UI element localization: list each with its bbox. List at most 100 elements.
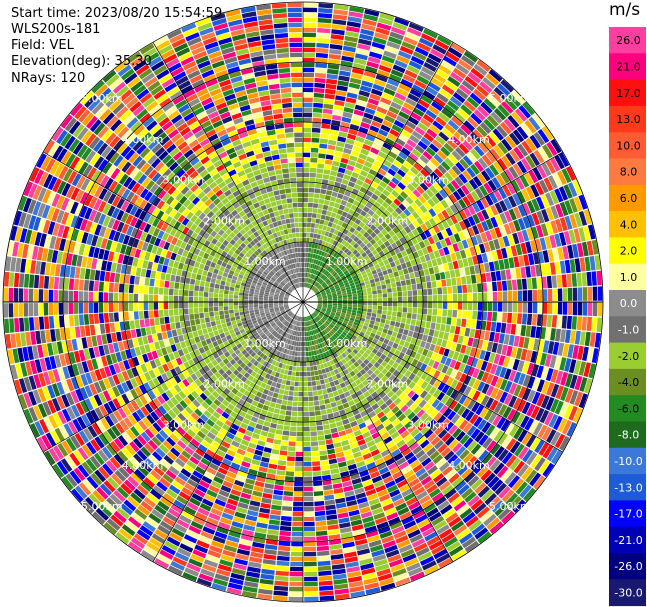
ray-12-gates — [311, 100, 460, 291]
ray-39-gates — [507, 408, 517, 421]
ray-93-gates — [101, 260, 108, 271]
ray-12-gates — [429, 124, 441, 135]
ray-1-gates — [314, 47, 329, 79]
ray-54-gates — [339, 435, 354, 461]
colorbar-swatch-2 — [609, 79, 646, 107]
colorbar-tick-label: -10.0 — [614, 455, 642, 468]
ray-28-gates — [362, 272, 587, 299]
ray-107-gates — [234, 213, 289, 283]
ray-89-gates — [163, 302, 169, 310]
ray-106-gates — [206, 190, 215, 198]
ray-83-gates — [66, 378, 75, 392]
ray-4-gates — [341, 28, 375, 124]
ray-31-gates — [576, 316, 582, 331]
ray-31-gates — [526, 313, 567, 329]
ray-103-gates — [82, 112, 151, 173]
ray-9-gates — [371, 155, 385, 172]
ray-21-gates — [445, 216, 476, 237]
ray-98-gates — [107, 205, 116, 217]
ray-87-gates — [20, 308, 244, 347]
ray-44-gates — [455, 445, 466, 457]
ray-41-gates — [461, 408, 492, 434]
ray-5-gates — [340, 133, 357, 164]
ray-44-gates — [501, 489, 515, 503]
ray-104-gates — [84, 94, 144, 152]
ray-115-gates — [261, 146, 271, 153]
ray-69-gates — [169, 532, 183, 542]
ray-61-gates — [278, 530, 291, 542]
ray-1-gates — [315, 33, 331, 74]
ray-82-gates — [23, 408, 34, 424]
ray-102-gates — [153, 186, 183, 211]
ray-49-gates — [408, 478, 426, 496]
ray-68-gates — [172, 556, 188, 567]
ray-34-gates — [564, 358, 572, 372]
ray-2-gates — [309, 188, 321, 238]
ray-47-gates — [421, 457, 489, 540]
ray-71-gates — [145, 517, 159, 528]
ray-51-gates — [389, 489, 417, 530]
ray-29-gates — [362, 288, 568, 302]
ray-65-gates — [216, 549, 236, 577]
ray-56-gates — [334, 492, 345, 499]
ray-56-gates — [332, 483, 349, 519]
ray-67-gates — [182, 558, 203, 582]
ray-53-gates — [328, 376, 334, 383]
ray-115-gates — [233, 38, 247, 46]
colorbar-swatch-15 — [609, 421, 646, 449]
ray-8-gates — [309, 28, 438, 289]
ray-39-gates — [520, 415, 530, 429]
ray-54-gates — [351, 477, 367, 500]
ray-58-gates — [314, 505, 330, 551]
ray-37-gates — [467, 366, 499, 387]
ray-96-gates — [118, 233, 126, 244]
ray-30-gates — [597, 302, 603, 317]
ray-26-gates — [376, 262, 490, 290]
ray-32-gates — [515, 324, 551, 340]
ray-9-gates — [402, 102, 415, 111]
ray-9-gates — [407, 44, 447, 103]
ray-65-gates — [234, 468, 258, 519]
ray-14-gates — [430, 157, 440, 168]
ray-67-gates — [194, 526, 216, 554]
ray-47-gates — [400, 430, 451, 492]
ray-50-gates — [399, 483, 431, 529]
ray-104-gates — [99, 108, 112, 122]
ray-50-gates — [396, 479, 443, 551]
ray-34-gates — [554, 356, 562, 370]
ray-64-gates — [226, 529, 255, 595]
range-label-2km-0: 2.00km — [203, 214, 245, 227]
ray-94-gates — [39, 233, 129, 265]
ray-85-gates — [20, 351, 76, 377]
ray-50-gates — [394, 475, 448, 560]
ray-22-gates — [426, 222, 485, 254]
ray-93-gates — [130, 266, 161, 280]
ray-8-gates — [396, 87, 409, 97]
ray-22-gates — [504, 202, 531, 223]
ray-53-gates — [321, 358, 384, 516]
ray-106-gates — [223, 209, 284, 280]
ray-74-gates — [102, 404, 206, 514]
ray-91-gates — [9, 272, 244, 299]
ray-47-gates — [338, 348, 482, 532]
ray-6-gates — [378, 64, 392, 73]
spoke-150deg — [302, 301, 454, 562]
ray-24-gates — [464, 221, 554, 258]
ray-23-gates — [480, 221, 517, 243]
ray-41-gates — [473, 416, 555, 477]
ray-99-gates — [36, 153, 47, 169]
ray-88-gates — [64, 311, 134, 327]
ray-39-gates — [454, 381, 463, 392]
ray-88-gates — [4, 317, 30, 334]
ray-31-gates — [452, 309, 458, 318]
ray-43-gates — [355, 346, 478, 452]
ray-39-gates — [420, 363, 428, 372]
ray-30-gates — [547, 302, 553, 315]
ray-67-gates — [232, 453, 244, 465]
ray-94-gates — [117, 253, 125, 264]
ray-0-gates — [303, 47, 316, 63]
ray-110-gates — [153, 35, 207, 121]
ray-50-gates — [337, 367, 383, 444]
ray-5-gates — [306, 36, 387, 288]
